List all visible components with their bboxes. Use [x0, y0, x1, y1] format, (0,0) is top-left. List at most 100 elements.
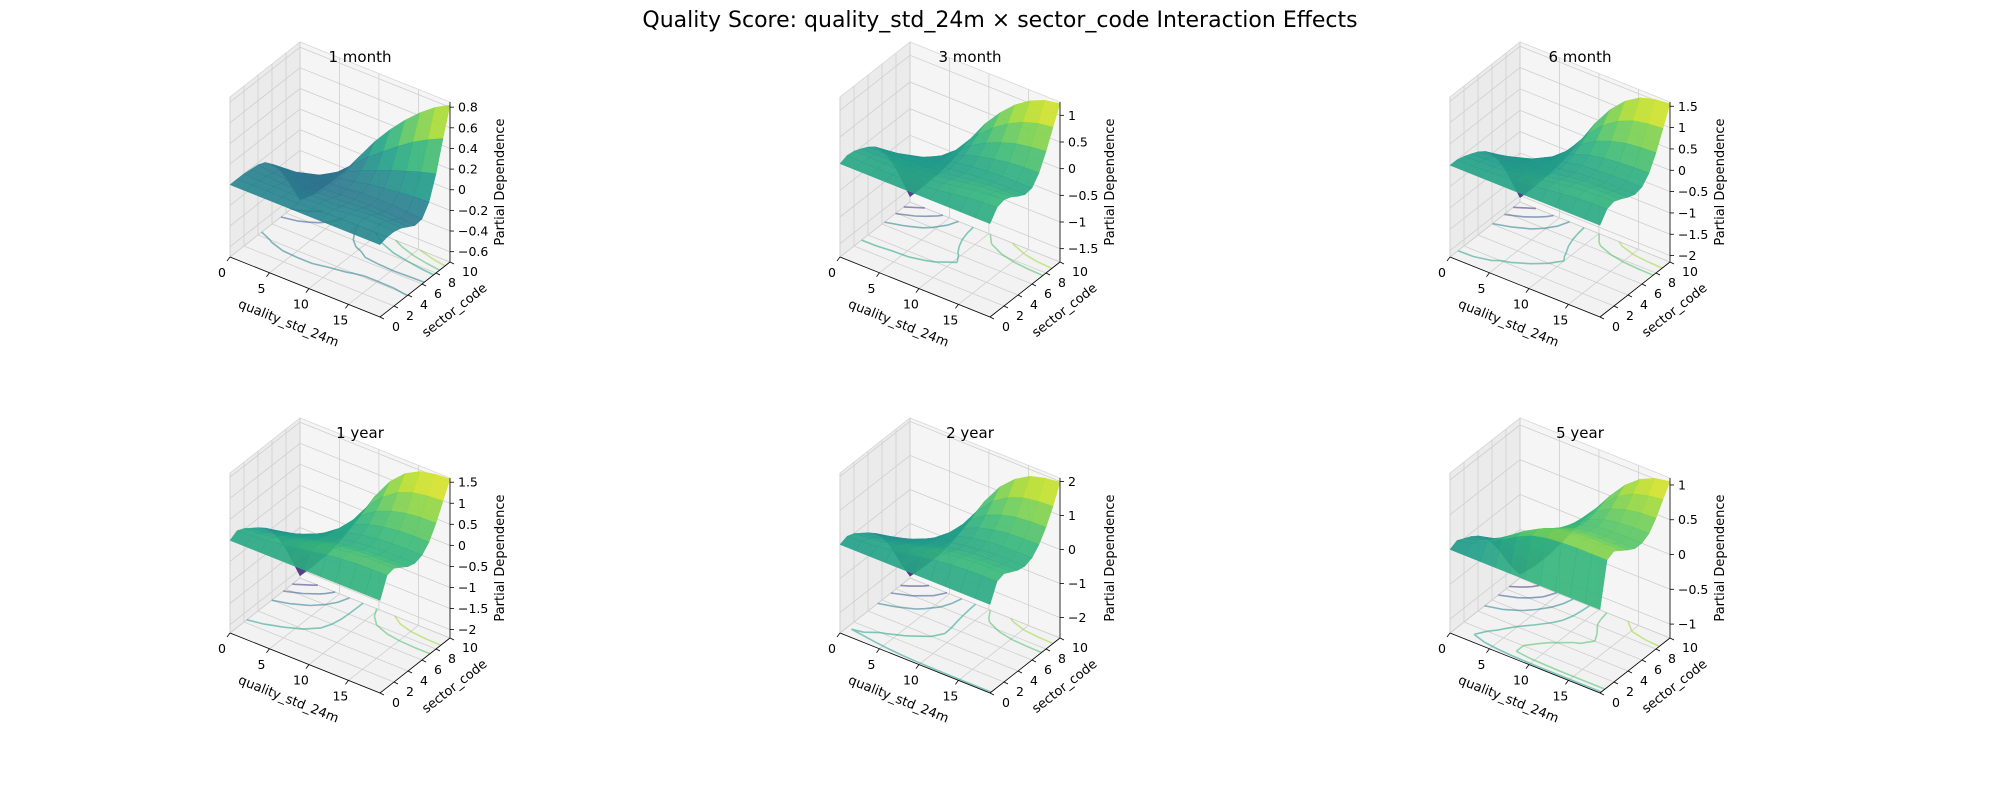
y-gridline	[285, 429, 437, 650]
x-tick	[1525, 664, 1530, 669]
y-tick-label: 8	[1058, 651, 1066, 666]
x-tick-label: 15	[1552, 688, 1568, 703]
z-axis-label: Partial Dependence	[493, 118, 508, 245]
axes	[229, 102, 451, 318]
y-gridline	[853, 86, 1005, 307]
x-tick	[836, 256, 841, 262]
x-tick-label: 15	[332, 688, 348, 703]
z-tick-label: 0.8	[458, 100, 478, 115]
x-tick	[345, 680, 349, 685]
y-tick-label: 10	[1682, 640, 1698, 655]
x-tick-label: 5	[257, 281, 265, 296]
contour-line	[280, 216, 343, 224]
z-tick-label: −1	[1678, 205, 1696, 220]
contour-line	[877, 597, 963, 610]
x-axis-label: quality_std_24m	[1456, 673, 1561, 727]
surface	[1449, 97, 1671, 226]
y-gridline	[909, 42, 1061, 263]
x-tick-label: 10	[903, 297, 919, 312]
y-tick-label: 0	[1002, 319, 1010, 334]
y-gridline	[867, 75, 1019, 296]
x-axis-line	[839, 256, 991, 318]
y-tick-label: 4	[1030, 297, 1038, 312]
subplot-title: 3 month	[939, 48, 1002, 66]
contour-line	[1504, 213, 1554, 218]
floor-contours	[1457, 206, 1663, 276]
surface	[229, 104, 451, 245]
z-tick-label: −0.5	[1678, 582, 1708, 597]
x-tick-label: 10	[1513, 673, 1529, 688]
y-tick	[1627, 294, 1633, 298]
x-tick-label: 0	[828, 265, 836, 280]
y-gridline	[243, 462, 395, 683]
y-gridline	[1505, 53, 1657, 274]
y-axis-line	[989, 261, 1061, 318]
z-tick-label: −1.5	[458, 601, 488, 616]
y-axis-line	[989, 637, 1061, 694]
y-tick-label: 4	[420, 673, 428, 688]
subplot-title: 5 year	[1556, 424, 1605, 442]
z-tick-label: 0.5	[1678, 512, 1698, 527]
y-tick	[435, 648, 441, 652]
z-tick-label: 2	[1068, 474, 1076, 489]
z-tick-label: 0	[1068, 542, 1076, 557]
y-tick	[1627, 670, 1633, 674]
x-axis-label: quality_std_24m	[236, 673, 341, 727]
y-tick-label: 10	[1072, 264, 1088, 279]
y-tick-label: 10	[462, 640, 478, 655]
z-gridline	[1449, 528, 1671, 590]
x-tick-label: 0	[218, 265, 226, 280]
x-tick-label: 0	[218, 641, 226, 656]
z-tick-label: 0.5	[1068, 135, 1088, 150]
z-tick-label: −0.5	[1068, 188, 1098, 203]
contour-line	[1509, 584, 1540, 588]
y-tick	[1613, 681, 1619, 685]
surface-patch	[1584, 203, 1608, 226]
x-tick	[305, 288, 310, 293]
z-tick-label: 1	[458, 496, 466, 511]
z-tick-label: −2	[1678, 248, 1696, 263]
y-tick-label: 10	[1682, 264, 1698, 279]
y-tick	[989, 316, 995, 320]
z-tick-label: 1	[1678, 477, 1686, 492]
z-gridline	[229, 421, 451, 483]
x-tick	[876, 648, 880, 654]
z-tick-label: 0	[1068, 161, 1076, 176]
z-tick-label: −1	[1068, 215, 1086, 230]
y-gridline	[881, 64, 1033, 285]
x-tick	[1446, 256, 1451, 262]
y-tick-label: 8	[448, 651, 456, 666]
z-tick-label: −1	[1068, 576, 1086, 591]
contour-line	[1498, 591, 1558, 599]
axes	[1449, 478, 1671, 694]
z-tick-label: 0.2	[458, 162, 478, 177]
y-tick	[1045, 272, 1051, 276]
y-tick-label: 4	[1640, 297, 1648, 312]
y-gridline	[909, 418, 1061, 639]
x-axis-label: quality_std_24m	[1456, 297, 1561, 351]
y-tick	[421, 283, 427, 287]
y-tick-label: 0	[1612, 319, 1620, 334]
y-tick	[393, 681, 399, 685]
y-tick	[1599, 316, 1605, 320]
y-axis-line	[379, 261, 451, 318]
y-tick-label: 2	[406, 684, 414, 699]
z-tick-label: 1.5	[458, 475, 478, 490]
z-gridline	[229, 67, 451, 129]
surface	[839, 100, 1061, 224]
x-axis-line	[229, 632, 381, 694]
y-tick	[1613, 305, 1619, 309]
z-axis-label: Partial Dependence	[493, 494, 508, 621]
contour-line	[1492, 221, 1570, 230]
z-tick-label: −1.5	[1068, 241, 1098, 256]
z-tick-label: −0.6	[458, 244, 488, 259]
y-gridline	[1505, 429, 1657, 650]
x-tick-label: 5	[1477, 657, 1485, 672]
y-tick-label: 0	[1612, 695, 1620, 710]
x-tick-label: 15	[942, 312, 958, 327]
contour-line	[903, 206, 925, 209]
y-tick-label: 0	[392, 695, 400, 710]
contour-line	[246, 602, 364, 630]
